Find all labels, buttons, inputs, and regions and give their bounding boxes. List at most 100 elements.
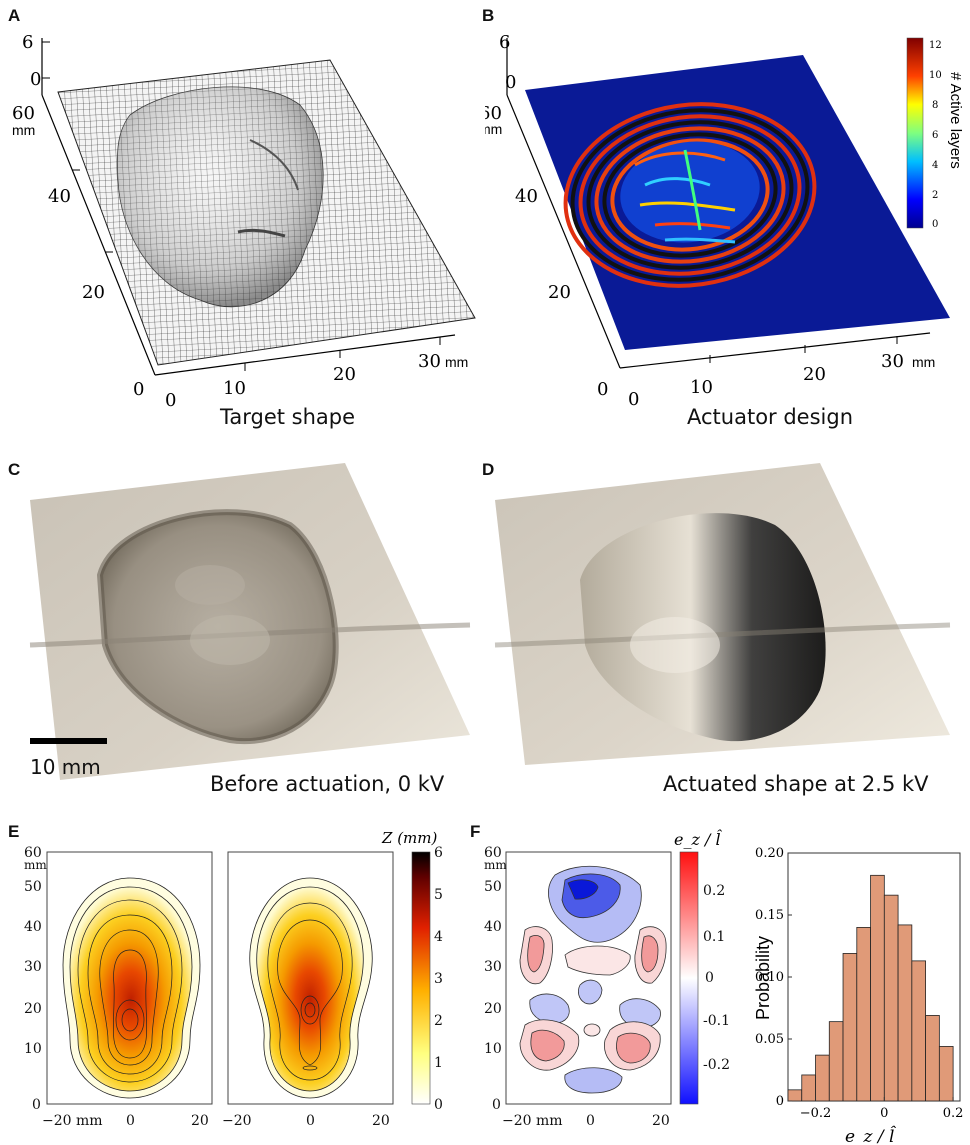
actuator-design-plot: 6 0 60 mm 40 20 0 0 10 20 30 mm 12 10 8 … [485, 32, 964, 410]
a-xtick-0: 0 [165, 390, 176, 411]
svg-text:20: 20 [484, 1001, 502, 1017]
b-ztick-6: 6 [499, 32, 510, 53]
histogram-ytick: 0.15 [755, 908, 784, 923]
a-xtick-20: 20 [333, 364, 356, 385]
b-y-unit: mm [485, 121, 502, 137]
svg-text:20: 20 [372, 1113, 390, 1129]
z-colorbar [411, 851, 431, 1105]
histogram-xtick: −0.2 [800, 1106, 832, 1121]
panel-label-e: E [8, 822, 20, 841]
b-xtick-0: 0 [628, 389, 639, 410]
svg-text:40: 40 [24, 919, 42, 935]
error-colorbar [679, 851, 699, 1105]
histogram-bar [897, 924, 913, 1102]
panel-label-a: A [8, 6, 21, 25]
a-x-unit: mm [445, 354, 468, 370]
histogram-ytick: 0.10 [755, 970, 784, 985]
a-ytick-0: 0 [133, 379, 144, 400]
error-map-f: 60 mm 50 40 30 20 10 0 −20 mm 0 20 0.2 0… [484, 830, 730, 1129]
svg-text:2: 2 [932, 190, 938, 201]
svg-text:2: 2 [434, 1013, 443, 1029]
svg-text:3: 3 [434, 971, 443, 987]
b-x-unit: mm [912, 354, 935, 370]
svg-text:8: 8 [932, 100, 938, 111]
histogram-bar [870, 874, 885, 1102]
panel-label-f: F [470, 822, 481, 841]
svg-text:−20: −20 [222, 1113, 252, 1129]
svg-text:4: 4 [932, 160, 938, 171]
histogram-bar [815, 1054, 830, 1102]
svg-text:0: 0 [492, 1097, 501, 1113]
histogram-bar [856, 927, 871, 1102]
svg-text:0: 0 [32, 1097, 41, 1113]
b-ztick-0: 0 [505, 72, 516, 93]
svg-text:10: 10 [24, 1041, 42, 1057]
panel-label-d: D [482, 460, 495, 479]
panel-label-c: C [8, 460, 21, 479]
photo-before-actuation [29, 463, 471, 780]
svg-text:60: 60 [484, 845, 502, 861]
histogram-ytick: 0.20 [755, 846, 784, 861]
contour-maps-z: 60 mm 50 40 30 20 10 0 −20 mm 0 20 −20 0… [24, 829, 443, 1129]
histogram-bar [938, 1046, 954, 1102]
histogram-xtick: 0.2 [943, 1106, 964, 1121]
target-shape-mesh-plot: 6 0 60 mm 40 20 0 0 10 20 30 mm [12, 32, 476, 411]
histogram-ylabel: Probability [753, 936, 773, 1020]
caption-target-shape: Target shape [220, 405, 356, 429]
a-ytick-20: 20 [82, 282, 105, 303]
svg-text:1: 1 [434, 1055, 443, 1071]
svg-text:12: 12 [929, 40, 942, 51]
caption-actuated-shape: Actuated shape at 2.5 kV [663, 772, 929, 796]
histogram-ytick: 0.05 [755, 1032, 784, 1047]
b-ytick-20: 20 [548, 282, 571, 303]
histogram-xlabel: e_z / l̂ [845, 1126, 897, 1145]
a-xtick-30: 30 [418, 351, 441, 372]
svg-text:0: 0 [586, 1113, 595, 1129]
histogram-bar [801, 1074, 816, 1102]
a-ytick-60: 60 [12, 103, 35, 124]
a-ztick-0: 0 [30, 69, 41, 90]
svg-text:10: 10 [484, 1041, 502, 1057]
svg-text:−20 mm: −20 mm [42, 1113, 103, 1129]
scale-bar [30, 738, 107, 744]
svg-text:0.2: 0.2 [703, 883, 725, 899]
svg-text:30: 30 [484, 959, 502, 975]
b-ytick-60: 60 [485, 103, 502, 124]
histogram-ytick: 0 [776, 1094, 784, 1109]
svg-text:4: 4 [434, 929, 443, 945]
svg-text:30: 30 [24, 959, 42, 975]
svg-text:50: 50 [484, 879, 502, 895]
a-xtick-10: 10 [223, 378, 246, 399]
histogram-bar [911, 960, 926, 1102]
svg-text:-0.2: -0.2 [703, 1057, 730, 1073]
svg-text:−20 mm: −20 mm [502, 1113, 563, 1129]
svg-text:60: 60 [24, 845, 42, 861]
svg-text:0: 0 [306, 1113, 315, 1129]
a-y-unit: mm [12, 122, 35, 138]
histogram-bar [828, 1021, 844, 1102]
svg-text:0.1: 0.1 [703, 929, 725, 945]
a-ytick-40: 40 [48, 186, 71, 207]
panel-label-b: B [482, 6, 495, 25]
histogram-bar [883, 894, 899, 1102]
histogram-bar [925, 1015, 940, 1102]
svg-text:5: 5 [434, 887, 443, 903]
b-xtick-10: 10 [690, 377, 713, 398]
svg-text:6: 6 [932, 130, 938, 141]
svg-text:0: 0 [126, 1113, 135, 1129]
z-colorbar-label: Z (mm) [381, 829, 437, 847]
svg-text:10: 10 [929, 70, 942, 81]
b-ytick-0: 0 [597, 379, 608, 400]
histogram-xtick: 0 [880, 1106, 888, 1121]
svg-text:-0.1: -0.1 [703, 1013, 730, 1029]
svg-text:20: 20 [191, 1113, 209, 1129]
photo-actuated-shape [494, 463, 951, 765]
svg-text:40: 40 [484, 919, 502, 935]
colorbar-label-active-layers: # Active layers [947, 72, 964, 169]
b-xtick-30: 30 [881, 351, 904, 372]
b-ytick-40: 40 [515, 186, 538, 207]
active-layers-colorbar [906, 37, 924, 229]
caption-actuator-design: Actuator design [687, 405, 854, 429]
svg-text:0: 0 [932, 219, 938, 230]
histogram-bar [842, 953, 858, 1102]
